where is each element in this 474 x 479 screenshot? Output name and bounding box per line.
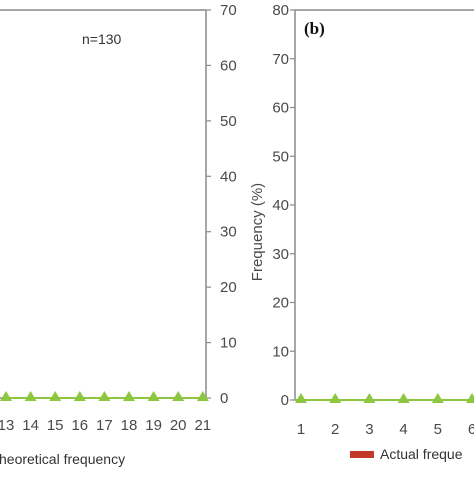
panel-a-x-tick-label: 19 <box>145 417 162 434</box>
panel-b-y-tick-label: 80 <box>272 2 289 19</box>
panel-b-point-theoretical <box>466 393 474 403</box>
panel-a-x-tick-label: 16 <box>71 417 88 434</box>
panel-a-y-tick-label: 0 <box>220 390 228 407</box>
panel-b-y-tick-label: 10 <box>272 343 289 360</box>
panel-b-x-tick-label: 3 <box>365 421 373 438</box>
panel-a-y-tick-label: 30 <box>220 224 237 241</box>
panel-a-point-theoretical <box>172 391 185 401</box>
panel-b-point-theoretical <box>397 393 410 403</box>
panel-b-legend-swatch-actual <box>350 451 374 458</box>
panel-a-point-theoretical <box>123 391 135 401</box>
panel-a-y-tick-label: 20 <box>220 279 237 296</box>
panel-b-y-axis-title: Frequency (%) <box>249 183 266 281</box>
panel-b-legend-label-actual: Actual freque <box>380 446 463 462</box>
panel-a-annotation: n=130 <box>82 31 122 47</box>
panel-b-point-theoretical <box>363 393 376 403</box>
panel-a-x-tick-label: 17 <box>96 417 113 434</box>
panel-b-y-tick-label: 70 <box>272 51 289 68</box>
panel-a-point-theoretical <box>147 391 160 401</box>
panel-b-x-tick-label: 2 <box>331 421 339 438</box>
panel-a-y-tick-label: 60 <box>220 57 237 74</box>
panel-b-label: (b) <box>304 19 325 38</box>
panel-b-y-tick-label: 60 <box>272 100 289 117</box>
panel-a-point-theoretical <box>24 391 37 401</box>
panel-a-y-tick-label: 70 <box>220 2 237 19</box>
panel-a-x-tick-label: 15 <box>47 417 64 434</box>
panel-b-x-tick-label: 5 <box>434 421 442 438</box>
panel-a-x-tick-label: 13 <box>0 417 14 434</box>
panel-a-x-tick-label: 21 <box>194 417 211 434</box>
panel-a-point-theoretical <box>196 391 209 401</box>
panel-b-point-theoretical <box>295 393 307 403</box>
panel-b-y-tick-label: 50 <box>272 148 289 165</box>
panel-b-y-tick-label: 40 <box>272 197 289 214</box>
panel-a-point-theoretical <box>73 391 86 401</box>
panel-a-x-tick-label: 14 <box>22 417 39 434</box>
panel-b-x-tick-label: 4 <box>399 421 407 438</box>
panel-a-point-theoretical <box>0 391 12 401</box>
panel-b-y-tick-label: 30 <box>272 246 289 263</box>
panel-b-x-tick-label: 1 <box>297 421 305 438</box>
panel-b-y-tick-label: 0 <box>281 392 289 409</box>
panel-a-point-theoretical <box>49 391 62 401</box>
panel-b-y-tick-label: 20 <box>272 295 289 312</box>
panel-b-x-tick-label: 6 <box>468 421 474 438</box>
panel-a-y-tick-label: 40 <box>220 168 237 185</box>
panel-a-y-tick-label: 50 <box>220 113 237 130</box>
panel-a-legend-label: heoretical frequency <box>0 451 125 467</box>
panel-a-x-tick-label: 18 <box>121 417 138 434</box>
panel-a-point-theoretical <box>98 391 111 401</box>
panel-a-y-tick-label: 10 <box>220 335 237 352</box>
panel-b-point-theoretical <box>329 393 342 403</box>
panel-b-point-theoretical <box>431 393 444 403</box>
panel-a-x-tick-label: 20 <box>170 417 187 434</box>
